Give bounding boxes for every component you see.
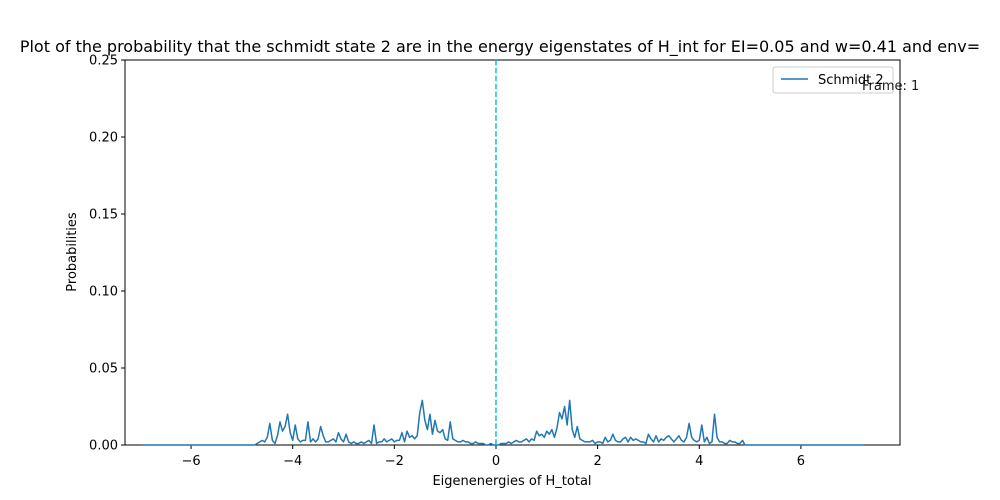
y-tick-label: 0.00 — [89, 439, 118, 454]
plot-area — [124, 59, 901, 446]
y-tick-label: 0.25 — [89, 54, 118, 69]
x-tick-label: −6 — [181, 454, 200, 469]
x-tick-label: −4 — [283, 454, 302, 469]
x-tick-label: 4 — [695, 454, 703, 469]
series-line-schmidt-2 — [142, 399, 865, 446]
y-axis: 0.00 0.05 0.10 0.15 0.20 0.25 — [89, 54, 125, 454]
y-tick-label: 0.15 — [89, 208, 118, 223]
x-axis-label: Eigenenergies of H_total — [432, 474, 591, 489]
chart-title: Plot of the probability that the schmidt… — [20, 37, 980, 57]
x-tick-label: −2 — [385, 454, 404, 469]
y-axis-label: Probabilities — [65, 212, 80, 292]
x-tick-label: 2 — [593, 454, 601, 469]
series-layer — [142, 60, 865, 446]
legend-label: Schmidt 2 — [818, 73, 884, 88]
y-tick-label: 0.05 — [89, 362, 118, 377]
axes-frame — [124, 59, 901, 446]
x-tick-label: 0 — [492, 454, 500, 469]
legend: Schmidt 2 — [772, 66, 894, 94]
y-tick-label: 0.10 — [89, 285, 118, 300]
legend-box — [772, 66, 894, 94]
x-tick-label: 6 — [797, 454, 805, 469]
y-tick-label: 0.20 — [89, 131, 118, 146]
frame-annotation: Frame: 1 — [862, 79, 919, 94]
